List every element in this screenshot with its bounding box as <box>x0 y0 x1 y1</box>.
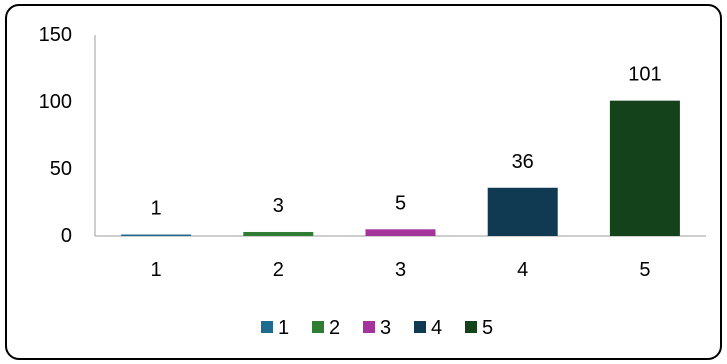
y-tick-labels: 0 50 100 150 <box>39 24 72 247</box>
legend-swatch-5 <box>465 321 477 333</box>
legend-label-4: 4 <box>431 317 442 339</box>
legend: 1 2 3 4 5 <box>261 317 493 339</box>
x-tick-label-3: 3 <box>395 259 406 281</box>
legend-label-2: 2 <box>329 317 340 339</box>
legend-label-1: 1 <box>278 317 289 339</box>
bar-2 <box>243 231 314 236</box>
legend-swatch-3 <box>363 321 375 333</box>
data-labels: 1 3 5 36 101 <box>151 64 662 220</box>
x-tick-label-2: 2 <box>273 259 284 281</box>
x-tick-labels: 1 2 3 4 5 <box>151 259 651 281</box>
data-label-4: 36 <box>512 151 534 173</box>
legend-swatch-1 <box>261 321 273 333</box>
data-label-3: 5 <box>395 192 406 214</box>
y-tick-label-100: 100 <box>39 91 72 113</box>
data-label-5: 101 <box>628 64 661 86</box>
bar-3 <box>365 229 436 236</box>
data-label-2: 3 <box>273 195 284 217</box>
bar-4 <box>487 187 558 236</box>
x-tick-label-5: 5 <box>639 259 650 281</box>
bars <box>121 100 680 236</box>
bar-1 <box>121 234 192 236</box>
y-tick-label-0: 0 <box>61 225 72 247</box>
bar-5 <box>609 100 680 236</box>
data-label-1: 1 <box>151 198 162 220</box>
y-tick-label-150: 150 <box>39 24 72 46</box>
legend-label-3: 3 <box>380 317 391 339</box>
legend-swatch-4 <box>414 321 426 333</box>
legend-swatch-2 <box>312 321 324 333</box>
x-tick-label-1: 1 <box>151 259 162 281</box>
legend-label-5: 5 <box>482 317 493 339</box>
x-tick-label-4: 4 <box>517 259 528 281</box>
chart-frame <box>5 4 722 360</box>
y-tick-label-50: 50 <box>50 158 72 180</box>
